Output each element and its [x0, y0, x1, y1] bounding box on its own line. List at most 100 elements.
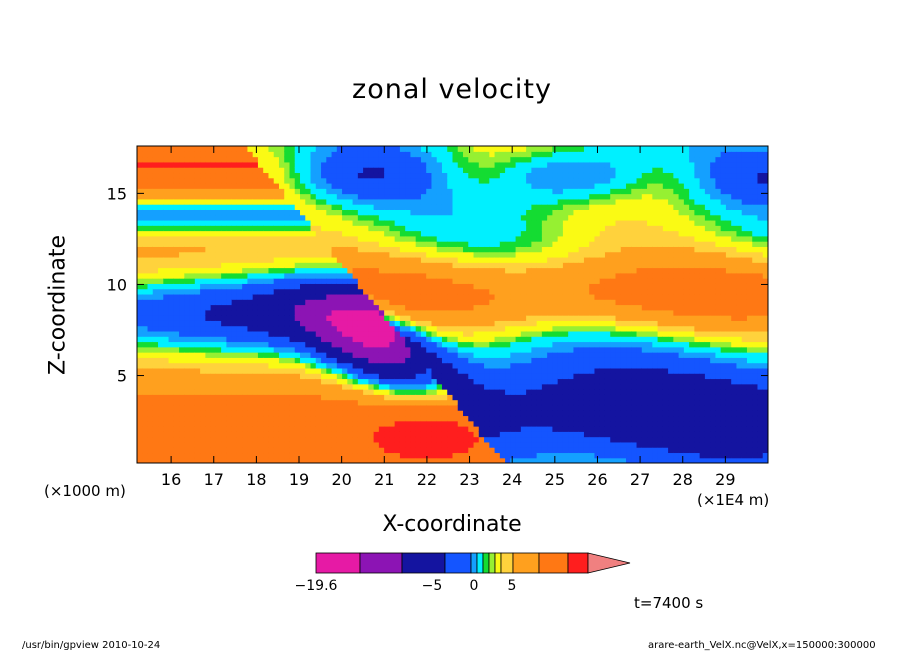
field-cell: [326, 330, 333, 337]
field-cell: [221, 241, 227, 247]
field-cell: [173, 272, 180, 279]
field-cell: [215, 436, 222, 443]
field-cell: [468, 373, 475, 380]
field-cell: [557, 357, 564, 364]
field-cell: [515, 457, 522, 463]
field-cell: [152, 441, 159, 448]
field-cell: [179, 172, 185, 179]
field-cell: [431, 415, 438, 422]
field-cell: [263, 167, 270, 174]
field-cell: [489, 235, 496, 242]
field-cell: [326, 352, 333, 358]
field-cell: [568, 172, 575, 179]
field-cell: [541, 167, 548, 174]
field-cell: [384, 309, 390, 316]
field-cell: [562, 177, 569, 184]
field-cell: [252, 357, 259, 364]
field-cell: [441, 246, 448, 253]
field-cell: [300, 394, 306, 401]
field-cell: [510, 167, 517, 174]
field-cell: [373, 230, 380, 237]
field-cell: [200, 272, 206, 279]
field-cell: [142, 336, 149, 343]
field-cell: [441, 151, 448, 158]
field-cell: [189, 426, 196, 432]
field-cell: [562, 146, 569, 152]
field-cell: [368, 251, 375, 258]
field-cell: [526, 251, 532, 258]
field-cell: [541, 389, 548, 395]
field-cell: [315, 151, 322, 158]
field-cell: [242, 235, 249, 242]
field-cell: [300, 288, 306, 295]
field-cell: [158, 167, 164, 174]
field-cell: [257, 283, 264, 290]
field-cell: [568, 362, 575, 369]
field-cell: [163, 193, 170, 200]
field-cell: [363, 209, 369, 216]
field-cell: [484, 272, 490, 279]
field-cell: [347, 315, 354, 321]
field-cell: [189, 193, 196, 200]
field-cell: [389, 431, 396, 438]
field-cell: [568, 394, 575, 401]
field-cell: [289, 283, 296, 290]
field-cell: [363, 198, 369, 205]
field-cell: [257, 299, 264, 306]
field-cell: [315, 383, 322, 390]
field-cell: [147, 251, 154, 258]
field-cell: [499, 151, 506, 158]
field-cell: [420, 161, 427, 168]
field-cell: [179, 436, 185, 443]
field-cell: [305, 341, 312, 348]
field-cell: [247, 161, 254, 168]
field-cell: [147, 172, 154, 179]
field-cell: [300, 161, 306, 168]
field-cell: [189, 330, 196, 337]
field-cell: [147, 383, 154, 390]
field-cell: [347, 341, 354, 348]
field-cell: [352, 204, 359, 210]
field-cell: [310, 441, 317, 448]
field-cell: [284, 320, 291, 327]
field-cell: [531, 161, 538, 168]
field-cell: [526, 262, 532, 269]
field-cell: [452, 198, 459, 205]
field-cell: [257, 198, 264, 205]
field-cell: [342, 452, 348, 459]
field-cell: [431, 399, 438, 406]
field-cell: [210, 288, 217, 295]
field-cell: [484, 389, 490, 395]
field-cell: [226, 167, 233, 174]
field-cell: [441, 167, 448, 174]
field-cell: [473, 367, 480, 374]
field-cell: [236, 373, 243, 380]
field-cell: [215, 389, 222, 395]
field-cell: [305, 198, 312, 205]
field-cell: [194, 431, 201, 438]
field-cell: [205, 299, 212, 306]
field-cell: [420, 336, 427, 343]
field-cell: [436, 410, 443, 417]
field-cell: [526, 410, 532, 417]
field-cell: [247, 283, 254, 290]
field-cell: [152, 383, 159, 390]
field-cell: [231, 299, 238, 306]
field-cell: [142, 272, 149, 279]
field-cell: [368, 346, 375, 353]
field-cell: [426, 156, 433, 163]
chart-title: zonal velocity: [352, 74, 552, 105]
field-cell: [431, 378, 438, 385]
field-cell: [510, 146, 517, 152]
field-cell: [520, 288, 527, 295]
field-cell: [499, 436, 506, 443]
field-cell: [426, 452, 433, 459]
field-cell: [473, 441, 480, 448]
field-cell: [357, 404, 364, 411]
field-cell: [236, 193, 243, 200]
field-cell: [473, 293, 480, 300]
field-cell: [520, 426, 527, 432]
field-cell: [236, 399, 243, 406]
field-cell: [526, 394, 532, 401]
field-cell: [405, 230, 412, 237]
